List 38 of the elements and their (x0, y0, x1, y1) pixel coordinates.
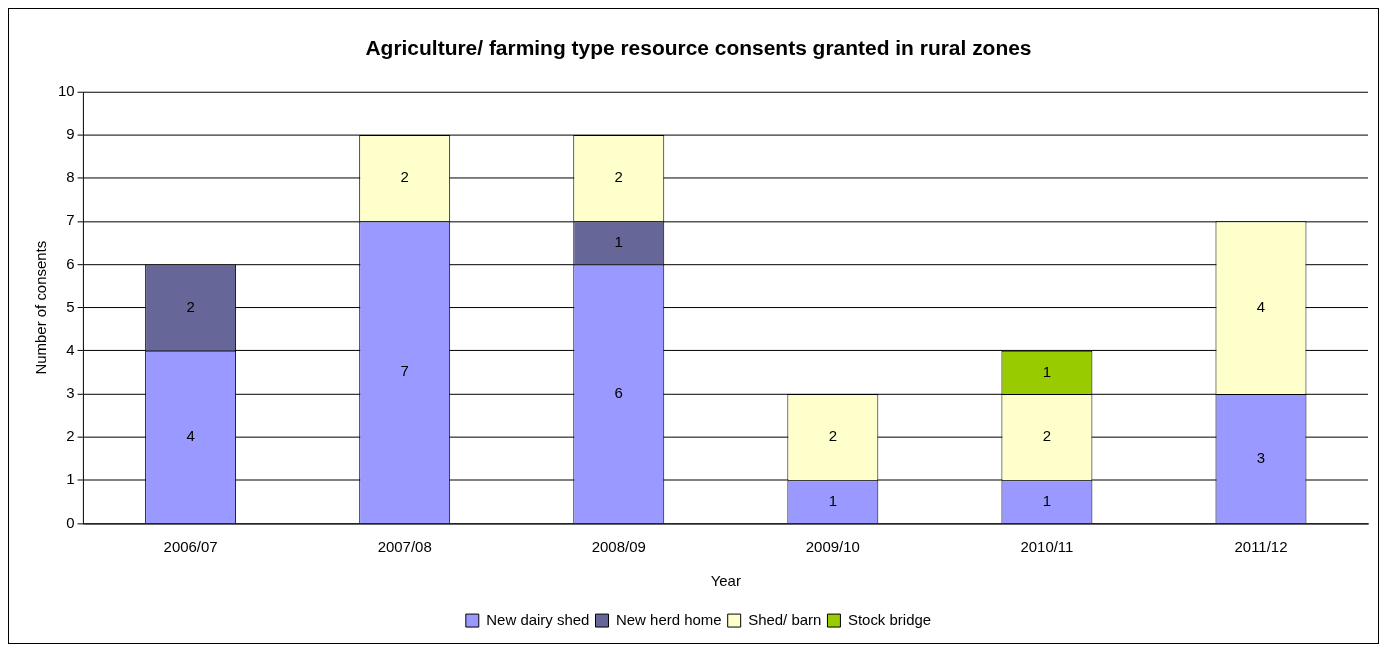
y-axis-title: Number of consents (32, 240, 50, 375)
y-tick-label: 0 (66, 513, 75, 531)
data-label: 1 (828, 491, 837, 509)
data-label: 7 (400, 362, 409, 380)
data-label: 4 (186, 426, 195, 444)
data-label: 6 (614, 383, 623, 401)
y-tick-label: 9 (66, 125, 75, 143)
x-tick-label: 2006/07 (163, 538, 218, 556)
data-label: 1 (1042, 491, 1052, 509)
y-tick-label: 7 (66, 211, 75, 229)
chart-title: Agriculture/ farming type resource consents granted in rural zones (365, 36, 1032, 60)
y-tick-label: 10 (57, 82, 75, 100)
x-tick-label: 2007/08 (377, 538, 432, 556)
data-label: 2 (1042, 427, 1052, 445)
legend-label: New herd home (615, 610, 722, 628)
legend-label: Shed/ barn (748, 610, 822, 628)
data-label: 3 (1256, 448, 1266, 466)
y-tick-label: 6 (66, 254, 75, 272)
legend-label: Stock bridge (847, 610, 932, 628)
data-label: 2 (828, 427, 837, 445)
y-tick-label: 4 (66, 340, 75, 358)
data-label: 2 (400, 168, 409, 186)
data-label: 2 (614, 168, 623, 186)
x-tick-label: 2011/12 (1234, 538, 1288, 556)
x-tick-label: 2010/11 (1020, 538, 1074, 556)
y-tick-label: 5 (66, 297, 75, 315)
data-label: 1 (614, 233, 623, 251)
legend-label: New dairy shed (486, 610, 590, 628)
x-tick-label: 2008/09 (591, 538, 646, 556)
y-tick-label: 3 (66, 384, 75, 402)
y-tick-label: 2 (66, 427, 75, 445)
y-tick-label: 1 (66, 470, 75, 488)
data-label: 2 (186, 297, 195, 315)
data-label: 4 (1256, 297, 1266, 315)
data-label: 1 (1042, 362, 1052, 380)
x-axis-title: Year (710, 572, 741, 590)
y-tick-label: 8 (66, 168, 75, 186)
x-tick-label: 2009/10 (805, 538, 860, 556)
